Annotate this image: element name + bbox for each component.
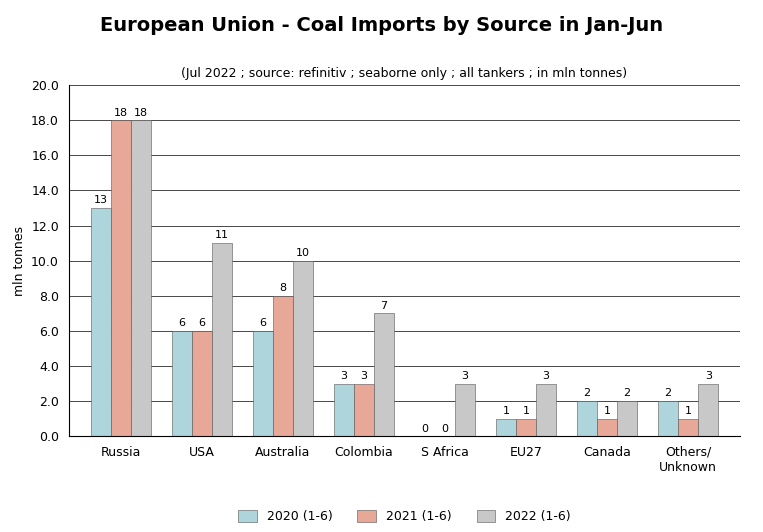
Text: 1: 1: [604, 406, 610, 416]
Bar: [516, 419, 536, 436]
Text: 2: 2: [623, 388, 631, 398]
Text: 3: 3: [542, 371, 549, 381]
Text: 3: 3: [340, 371, 347, 381]
Text: 1: 1: [684, 406, 692, 416]
Text: 11: 11: [214, 230, 229, 240]
Text: 13: 13: [94, 195, 108, 205]
Bar: [130, 120, 150, 436]
Bar: [597, 419, 617, 436]
Bar: [293, 261, 313, 436]
Text: 6: 6: [198, 318, 205, 328]
Text: 2: 2: [584, 388, 591, 398]
Bar: [658, 401, 678, 436]
Text: 3: 3: [462, 371, 468, 381]
Title: (Jul 2022 ; source: refinitiv ; seaborne only ; all tankers ; in mln tonnes): (Jul 2022 ; source: refinitiv ; seaborne…: [182, 67, 627, 80]
Text: 10: 10: [296, 248, 310, 258]
Bar: [172, 331, 192, 436]
Bar: [536, 384, 556, 436]
Legend: 2020 (1-6), 2021 (1-6), 2022 (1-6): 2020 (1-6), 2021 (1-6), 2022 (1-6): [233, 505, 576, 528]
Text: 0: 0: [421, 423, 428, 434]
Bar: [374, 313, 394, 436]
Text: 1: 1: [523, 406, 530, 416]
Bar: [354, 384, 374, 436]
Bar: [678, 419, 698, 436]
Bar: [192, 331, 211, 436]
Bar: [496, 419, 516, 436]
Bar: [91, 208, 111, 436]
Bar: [211, 243, 232, 436]
Bar: [272, 296, 293, 436]
Text: 8: 8: [279, 283, 286, 293]
Bar: [333, 384, 354, 436]
Bar: [698, 384, 718, 436]
Text: European Union - Coal Imports by Source in Jan-Jun: European Union - Coal Imports by Source …: [100, 16, 663, 35]
Text: 6: 6: [259, 318, 266, 328]
Text: 7: 7: [380, 301, 388, 311]
Text: 0: 0: [442, 423, 449, 434]
Bar: [111, 120, 130, 436]
Text: 1: 1: [503, 406, 510, 416]
Text: 2: 2: [665, 388, 671, 398]
Bar: [617, 401, 637, 436]
Bar: [455, 384, 475, 436]
Bar: [577, 401, 597, 436]
Text: 18: 18: [114, 107, 127, 118]
Y-axis label: mln tonnes: mln tonnes: [12, 226, 25, 296]
Text: 18: 18: [134, 107, 148, 118]
Text: 6: 6: [178, 318, 185, 328]
Bar: [253, 331, 272, 436]
Text: 3: 3: [705, 371, 712, 381]
Text: 3: 3: [360, 371, 367, 381]
